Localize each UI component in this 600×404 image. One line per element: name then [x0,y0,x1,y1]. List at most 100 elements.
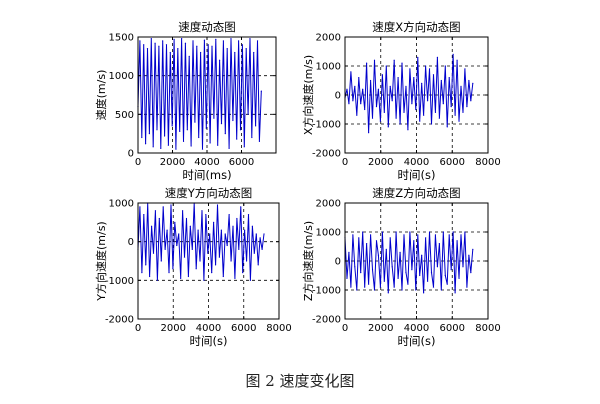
chart-1-data-point [152,146,154,148]
chart-3-data-point [253,252,255,254]
chart-1-series-line [137,38,262,150]
chart-3-data-point [228,214,230,216]
chart-1-data-point [243,146,245,148]
chart-4-data-point [403,234,405,236]
chart-4-data-point [379,286,381,288]
chart-1-data-point [179,130,181,132]
chart-3-data-point [220,229,222,231]
chart-2-data-point [428,68,431,70]
chart-4-data-point [399,251,401,253]
chart-1-data-point [247,113,249,115]
chart-1-data-point [222,40,224,42]
chart-3-data-point [154,210,157,212]
chart-1-data-point [165,44,168,46]
chart-2-data-point [356,114,358,116]
chart-3-x-axis-label: 时间(s) [190,334,228,348]
chart-4-data-point [454,292,456,294]
chart-2-data-point [419,120,421,122]
chart-4-y-tick-label: 1000 [316,228,341,239]
chart-4-data-point [375,240,378,242]
chart-3-data-point [261,248,263,250]
chart-2-data-point [362,88,364,90]
chart-4-data-point [385,248,387,250]
chart-3-data-point [255,233,257,235]
chart-3-y-tick-label: 0 [128,237,134,248]
chart-1-data-point [169,51,171,54]
chart-4-data-point [460,234,462,236]
chart-3-data-point [152,252,155,254]
chart-2-data-point [389,85,391,87]
chart-4-data-point [407,283,409,285]
chart-2-series-line [344,54,474,133]
chart-2-data-point [444,65,446,67]
chart-3-data-point [170,204,172,206]
chart-4-data-point [413,240,415,242]
chart-2-data-point [405,85,407,87]
chart-3-data-point [174,221,176,223]
chart-3-series-line [137,202,265,281]
chart-1-data-point [198,136,200,139]
chart-3-data-point [230,260,232,262]
chart-4-data-point [409,231,411,233]
chart-1-data-point [144,143,147,145]
chart-2-y-tick-label: -2000 [312,149,341,160]
chart-1-data-point [167,144,169,146]
chart-1-data-point [177,48,179,50]
chart-2-y-axis-label: X方向速度(m/s) [301,55,315,135]
chart-2-y-tick-label: -1000 [312,120,341,131]
chart-2-data-point [375,106,378,108]
chart-3-x-tick-label: 8000 [266,323,291,334]
chart-4-x-tick-label: 2000 [368,323,393,334]
chart-2-data-point [397,77,399,79]
chart-2-data-point [442,103,444,105]
chart-2-data-point [470,100,472,102]
chart-2-data-point [385,65,387,67]
chart-2-data-point [421,82,423,84]
chart-2-data-point [452,53,454,56]
chart-1-data-point [224,133,226,135]
chart-4-data-point [358,237,360,239]
chart-2-data-point [436,56,439,58]
chart-4-data-point [472,248,474,250]
chart-2-x-tick-label: 8000 [475,157,500,168]
chart-1-x-tick-label: 4000 [194,157,219,168]
chart-1-data-point [139,40,141,42]
chart-4-y-axis-label: Z方向速度(m/s) [301,221,315,301]
chart-3-data-point [183,256,186,258]
chart-3-data-point [141,272,143,274]
chart-2-data-point [399,123,401,125]
chart-3-data-point [218,256,221,258]
chart-2-data-point [434,111,437,113]
chart-1-y-tick-label: 1500 [109,33,134,44]
chart-1-data-point [239,129,242,131]
chart-1-data-point [217,144,219,146]
chart-1-data-point [213,117,215,119]
chart-4-data-point [397,277,399,279]
chart-1-data-point [237,40,240,42]
chart-4-data-point [450,269,452,271]
chart-3-data-point [176,244,178,247]
chart-4-x-axis-label: 时间(s) [398,334,436,348]
chart-3-data-point [166,229,168,231]
chart-2-y-tick-label: 1000 [316,62,341,73]
chart-2-data-point [468,79,470,82]
chart-3-data-point [251,225,253,227]
chart-4-data-point [395,231,397,233]
chart-3-data-point [244,229,246,231]
chart-3-data-point [226,244,228,247]
chart-4-y-tick-label: -1000 [312,286,341,297]
chart-1-y-tick-label: 500 [115,110,134,121]
chart-1-data-point [154,42,156,44]
chart-2-data-point [423,114,425,116]
chart-2-data-point [354,85,356,87]
chart-3-data-point [143,214,145,216]
chart-4-data-point [415,289,417,291]
chart-3-data-point [240,206,242,208]
chart-2-data-point [373,59,376,61]
chart-1-data-point [171,125,173,127]
chart-1-x-tick-label: 6000 [229,157,254,168]
chart-1-data-point [143,44,145,46]
chart-2-data-point [371,117,374,119]
chart-1-data-point [148,133,150,135]
chart-2-data-point [446,126,448,128]
